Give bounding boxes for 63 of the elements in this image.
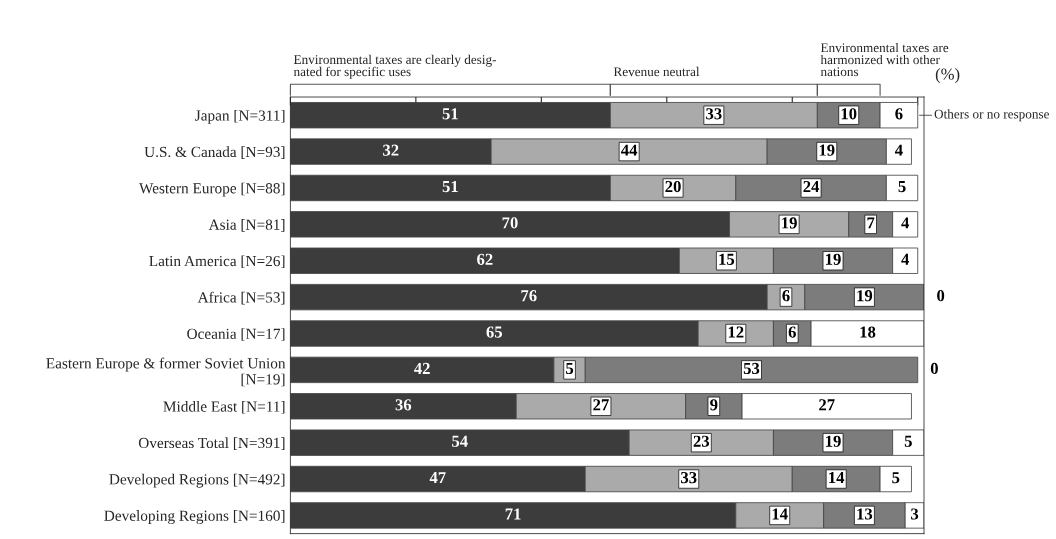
data-label: 0 (930, 362, 938, 375)
series-label: Environmental taxes are clearly desig- nated for specific uses (293, 54, 497, 79)
data-label: 15 (719, 253, 735, 265)
y-tick-label: Eastern Europe & former Soviet Union [N=19] (46, 357, 286, 387)
data-label: 42 (414, 362, 430, 374)
data-label: 4 (901, 217, 910, 229)
data-label: 19 (826, 435, 841, 447)
data-label: 62 (477, 253, 493, 265)
data-label: 6 (895, 108, 903, 120)
data-label: 76 (521, 290, 537, 302)
data-label: 33 (706, 108, 722, 120)
data-label: 27 (593, 399, 609, 411)
data-label: 51 (442, 108, 458, 120)
data-label: 32 (383, 144, 399, 156)
data-label: 18 (860, 326, 876, 338)
data-label: 27 (819, 399, 835, 411)
data-label: 71 (505, 508, 521, 520)
y-tick-label: U.S. & Canada [N=93] (144, 146, 285, 159)
data-label: 9 (710, 399, 718, 411)
y-tick-label: Latin America [N=26] (149, 255, 285, 269)
data-label: 14 (772, 508, 788, 520)
y-tick-label: Asia [N=81] (208, 219, 285, 232)
data-label: 20 (665, 180, 681, 193)
data-label: 33 (681, 472, 697, 484)
data-label: 54 (452, 435, 468, 447)
data-label: 24 (803, 180, 820, 192)
data-label: 10 (841, 108, 857, 120)
data-label: 12 (728, 326, 744, 338)
series-label: Revenue neutral (613, 66, 700, 77)
y-tick-label: Western Europe [N=88] (139, 182, 285, 197)
data-label: 70 (502, 217, 518, 229)
y-tick-label: Africa [N=53] (197, 291, 285, 305)
data-label: 53 (743, 362, 760, 375)
data-label: 4 (901, 253, 910, 265)
data-label: 6 (782, 290, 790, 302)
y-tick-label: Developed Regions [N=492] (109, 473, 285, 488)
data-label: 0 (937, 290, 945, 302)
y-tick-label: Overseas Total [N=391] (138, 437, 285, 450)
data-label: 19 (819, 144, 835, 156)
data-label: 51 (442, 180, 458, 193)
data-label: 44 (621, 144, 638, 156)
data-label: 5 (898, 181, 906, 193)
data-label: 36 (395, 399, 412, 411)
data-label: 19 (782, 217, 797, 229)
data-label: 5 (566, 362, 574, 375)
series-label: Others or no response (934, 109, 1050, 122)
data-label: 23 (693, 435, 710, 447)
y-tick-label: Japan [N=311] (195, 109, 285, 124)
data-label: 13 (857, 508, 873, 520)
data-label: 6 (788, 326, 796, 338)
data-label: 65 (486, 326, 503, 338)
data-label: 47 (429, 472, 446, 484)
y-tick-label: Developing Regions [N=160] (104, 510, 285, 525)
data-label: 19 (857, 290, 873, 302)
y-tick-label: Oceania [N=17] (187, 328, 285, 341)
data-label: 5 (892, 472, 900, 484)
data-label: 19 (826, 253, 841, 265)
data-label: 3 (911, 508, 919, 520)
data-label: 5 (904, 435, 912, 447)
y-tick-label: Middle East [N=11] (163, 400, 285, 414)
data-label: 14 (829, 472, 845, 484)
data-label: 7 (867, 217, 875, 229)
data-label: 4 (894, 144, 903, 156)
